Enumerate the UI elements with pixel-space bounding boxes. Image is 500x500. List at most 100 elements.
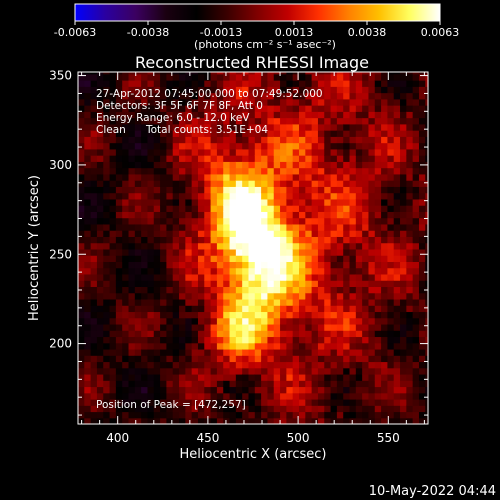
heatmap-cell — [393, 411, 401, 419]
heatmap-cell — [336, 286, 344, 294]
heatmap-cell — [387, 123, 395, 131]
heatmap-cell — [412, 92, 420, 100]
heatmap-cell — [280, 148, 287, 156]
heatmap-cell — [280, 173, 287, 181]
heatmap-cell — [204, 167, 212, 175]
heatmap-cell — [197, 73, 205, 81]
heatmap-cell — [128, 405, 136, 413]
heatmap-cell — [280, 72, 287, 75]
heatmap-cell — [141, 398, 149, 406]
heatmap-cell — [153, 255, 161, 262]
heatmap-cell — [197, 117, 205, 125]
heatmap-cell — [122, 373, 130, 381]
heatmap-cell — [229, 180, 237, 187]
heatmap-cell — [273, 417, 281, 424]
heatmap-cell — [362, 98, 370, 106]
heatmap-cell — [166, 161, 174, 169]
heatmap-cell — [242, 161, 250, 169]
heatmap-cell — [242, 317, 250, 325]
heatmap-cell — [381, 348, 388, 356]
heatmap-cell — [78, 205, 85, 212]
heatmap-cell — [406, 211, 414, 219]
heatmap-cell — [273, 111, 281, 119]
heatmap-cell — [78, 323, 85, 331]
heatmap-cell — [115, 286, 123, 294]
heatmap-cell — [204, 255, 212, 262]
heatmap-cell — [160, 173, 167, 181]
heatmap-cell — [172, 398, 180, 406]
heatmap-cell — [406, 173, 414, 181]
heatmap-cell — [216, 73, 224, 81]
heatmap-cell — [299, 286, 306, 294]
heatmap-cell — [286, 342, 294, 350]
heatmap-cell — [134, 280, 142, 288]
heatmap-cell — [418, 267, 426, 275]
heatmap-cell — [185, 373, 193, 381]
heatmap-cell — [147, 192, 155, 200]
heatmap-cell — [261, 92, 269, 100]
heatmap-cell — [362, 86, 370, 94]
heatmap-cell — [84, 180, 92, 187]
heatmap-cell — [261, 136, 269, 144]
heatmap-cell — [374, 292, 382, 300]
heatmap-cell — [223, 223, 231, 231]
heatmap-cell — [406, 367, 414, 375]
heatmap-cell — [248, 198, 256, 206]
heatmap-cell — [362, 205, 370, 212]
heatmap-cell — [242, 198, 250, 206]
heatmap-cell — [197, 398, 205, 406]
heatmap-cell — [242, 373, 250, 381]
heatmap-cell — [96, 305, 104, 313]
heatmap-cell — [242, 205, 250, 212]
heatmap-cell — [166, 155, 174, 162]
heatmap-cell — [336, 155, 344, 162]
heatmap-cell — [128, 73, 136, 81]
heatmap-cell — [305, 323, 313, 331]
heatmap-cell — [248, 367, 256, 375]
heatmap-cell — [90, 311, 98, 319]
heatmap-cell — [122, 348, 130, 356]
heatmap-cell — [90, 236, 98, 244]
heatmap-cell — [280, 398, 287, 406]
heatmap-cell — [261, 142, 269, 150]
heatmap-cell — [311, 336, 319, 344]
heatmap-cell — [254, 386, 262, 394]
heatmap-cell — [343, 373, 351, 381]
heatmap-cell — [362, 417, 370, 424]
heatmap-cell — [172, 86, 180, 94]
heatmap-cell — [412, 142, 420, 150]
heatmap-cell — [191, 323, 199, 331]
heatmap-cell — [90, 380, 98, 388]
heatmap-cell — [147, 167, 155, 175]
heatmap-cell — [229, 373, 237, 381]
heatmap-cell — [141, 105, 149, 112]
heatmap-cell — [122, 167, 130, 175]
heatmap-cell — [128, 417, 136, 424]
heatmap-cell — [160, 80, 167, 87]
heatmap-cell — [254, 330, 262, 338]
heatmap-cell — [90, 386, 98, 394]
heatmap-cell — [368, 173, 376, 181]
heatmap-cell — [235, 217, 243, 225]
heatmap-cell — [374, 336, 382, 344]
heatmap-cell — [185, 348, 193, 356]
heatmap-cell — [191, 198, 199, 206]
heatmap-cell — [425, 273, 428, 281]
heatmap-cell — [134, 86, 142, 94]
heatmap-cell — [381, 292, 388, 300]
heatmap-cell — [96, 117, 104, 125]
heatmap-cell — [267, 180, 275, 187]
heatmap-cell — [374, 367, 382, 375]
heatmap-cell — [418, 236, 426, 244]
heatmap-cell — [179, 317, 186, 325]
heatmap-cell — [330, 380, 338, 388]
heatmap-cell — [374, 261, 382, 269]
heatmap-cell — [115, 217, 123, 225]
heatmap-cell — [330, 261, 338, 269]
heatmap-cell — [78, 348, 85, 356]
heatmap-cell — [153, 311, 161, 319]
heatmap-cell — [368, 180, 376, 187]
heatmap-cell — [286, 105, 294, 112]
heatmap-cell — [374, 405, 382, 413]
heatmap-cell — [418, 136, 426, 144]
